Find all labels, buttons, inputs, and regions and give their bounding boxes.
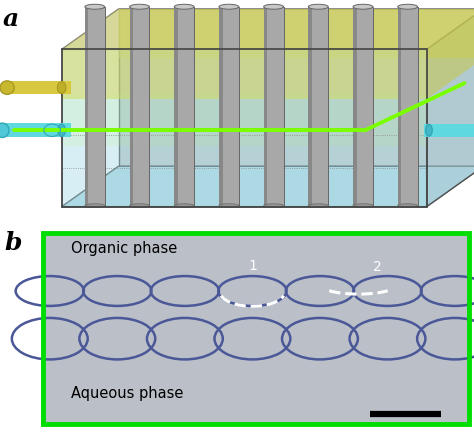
- Bar: [398, 7, 418, 206]
- Bar: [219, 7, 239, 206]
- Text: 2: 2: [373, 260, 382, 274]
- Polygon shape: [62, 9, 474, 49]
- Bar: [308, 7, 328, 206]
- Polygon shape: [62, 166, 474, 206]
- Ellipse shape: [353, 204, 373, 207]
- Ellipse shape: [219, 204, 239, 207]
- Text: 1: 1: [248, 259, 257, 273]
- Ellipse shape: [264, 204, 283, 207]
- Ellipse shape: [308, 4, 328, 9]
- Ellipse shape: [0, 123, 9, 137]
- Bar: [129, 7, 149, 206]
- Ellipse shape: [0, 81, 14, 94]
- Polygon shape: [118, 9, 474, 166]
- Bar: [174, 7, 194, 206]
- Bar: [129, 7, 133, 206]
- Ellipse shape: [426, 124, 432, 136]
- Bar: [85, 7, 105, 206]
- Ellipse shape: [174, 204, 194, 207]
- Bar: [424, 124, 474, 137]
- Ellipse shape: [58, 124, 65, 137]
- Polygon shape: [62, 94, 427, 146]
- Bar: [308, 7, 312, 206]
- Polygon shape: [427, 9, 474, 99]
- Polygon shape: [62, 9, 474, 49]
- Bar: [219, 7, 222, 206]
- Ellipse shape: [264, 4, 283, 9]
- Ellipse shape: [85, 204, 105, 207]
- Ellipse shape: [398, 204, 418, 207]
- Ellipse shape: [398, 4, 418, 9]
- Ellipse shape: [174, 4, 194, 9]
- Bar: [5, 81, 71, 94]
- Bar: [264, 7, 267, 206]
- Text: Aqueous phase: Aqueous phase: [71, 386, 183, 401]
- Ellipse shape: [129, 4, 149, 9]
- Ellipse shape: [219, 4, 239, 9]
- Bar: [85, 7, 89, 206]
- Text: a: a: [2, 7, 18, 31]
- Bar: [353, 7, 356, 206]
- Polygon shape: [118, 9, 474, 58]
- Bar: [174, 7, 178, 206]
- Polygon shape: [427, 9, 474, 206]
- Bar: [353, 7, 373, 206]
- Ellipse shape: [353, 4, 373, 9]
- Ellipse shape: [308, 204, 328, 207]
- Polygon shape: [62, 49, 427, 206]
- Bar: [398, 7, 401, 206]
- Text: Organic phase: Organic phase: [71, 241, 177, 256]
- Ellipse shape: [57, 82, 66, 93]
- Ellipse shape: [129, 204, 149, 207]
- Bar: [264, 7, 283, 206]
- Polygon shape: [62, 49, 427, 99]
- Text: b: b: [5, 231, 22, 255]
- Bar: [0, 123, 71, 137]
- Ellipse shape: [85, 4, 105, 9]
